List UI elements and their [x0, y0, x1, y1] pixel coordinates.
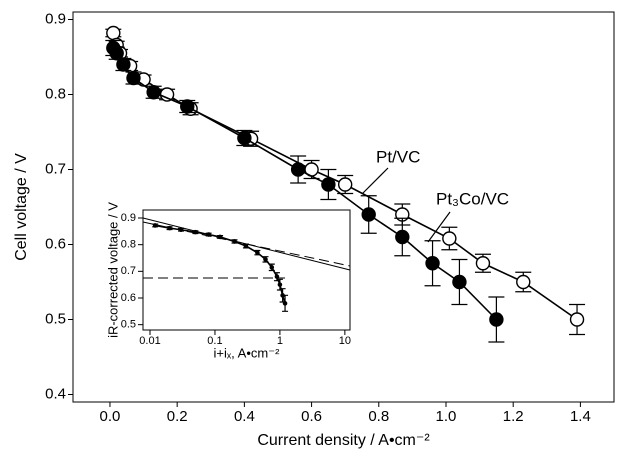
data-point — [180, 99, 195, 114]
data-point — [255, 250, 260, 255]
y-axis-label: Cell voltage / V — [13, 153, 30, 261]
y-axis-label: iR-corrected voltage / V — [105, 202, 120, 338]
data-point — [361, 207, 376, 222]
x-tick-label: 0.0 — [100, 408, 121, 425]
y-tick-label: 0.5 — [121, 319, 136, 331]
data-point — [489, 312, 504, 327]
data-point — [321, 177, 336, 192]
data-point — [425, 256, 440, 271]
series-line — [142, 221, 351, 267]
plot-frame — [72, 11, 615, 403]
data-point — [243, 243, 249, 249]
x-tick-label: 0.2 — [167, 408, 188, 425]
data-point — [475, 256, 491, 271]
data-point — [290, 162, 306, 177]
x-tick-label: 1.0 — [436, 408, 457, 425]
data-point — [109, 46, 124, 61]
data-point — [277, 282, 283, 287]
x-tick-label: 1.4 — [570, 408, 591, 425]
data-point — [167, 225, 172, 231]
y-tick-label: 0.9 — [45, 10, 66, 27]
y-tick-label: 0.6 — [121, 292, 136, 304]
y-tick-label: 0.8 — [45, 85, 66, 102]
data-point — [274, 274, 280, 279]
y-tick-label: 0.8 — [121, 239, 136, 251]
data-point — [282, 301, 288, 306]
data-point — [146, 85, 161, 100]
label-leader — [361, 167, 389, 195]
data-point — [395, 229, 410, 245]
x-axis-label: Current density / A•cm⁻² — [257, 432, 430, 449]
data-point — [106, 25, 121, 41]
data-point — [442, 231, 457, 246]
x-tick-label: 0.4 — [234, 408, 255, 425]
x-tick-label: 0.8 — [368, 408, 389, 425]
data-point — [237, 130, 252, 146]
data-point — [337, 177, 353, 192]
y-tick-label: 0.6 — [45, 235, 66, 252]
y-tick-label: 0.9 — [121, 212, 136, 224]
data-point — [269, 265, 275, 270]
data-point — [452, 274, 467, 290]
x-tick-label: 1 — [277, 335, 283, 347]
series-label: Pt₃Co/VC — [436, 189, 509, 208]
data-point — [516, 274, 531, 290]
x-tick-label: 10 — [339, 335, 351, 347]
label-leader — [427, 211, 451, 243]
data-point — [569, 312, 585, 327]
x-tick-label: 1.2 — [503, 408, 524, 425]
y-tick-label: 0.4 — [45, 385, 66, 402]
series-label: Pt/VC — [376, 147, 420, 166]
y-tick-label: 0.7 — [45, 160, 66, 177]
x-tick-label: 0.6 — [301, 408, 322, 425]
x-tick-label: 0.01 — [139, 335, 160, 347]
y-tick-label: 0.7 — [121, 265, 136, 277]
x-tick-label: 0.1 — [207, 335, 222, 347]
x-axis-label: i+iₓ, A•cm⁻² — [214, 346, 281, 361]
data-point — [152, 223, 158, 228]
y-tick-label: 0.5 — [45, 310, 66, 327]
data-point — [116, 57, 131, 72]
data-point — [126, 70, 141, 86]
data-point — [263, 257, 268, 262]
